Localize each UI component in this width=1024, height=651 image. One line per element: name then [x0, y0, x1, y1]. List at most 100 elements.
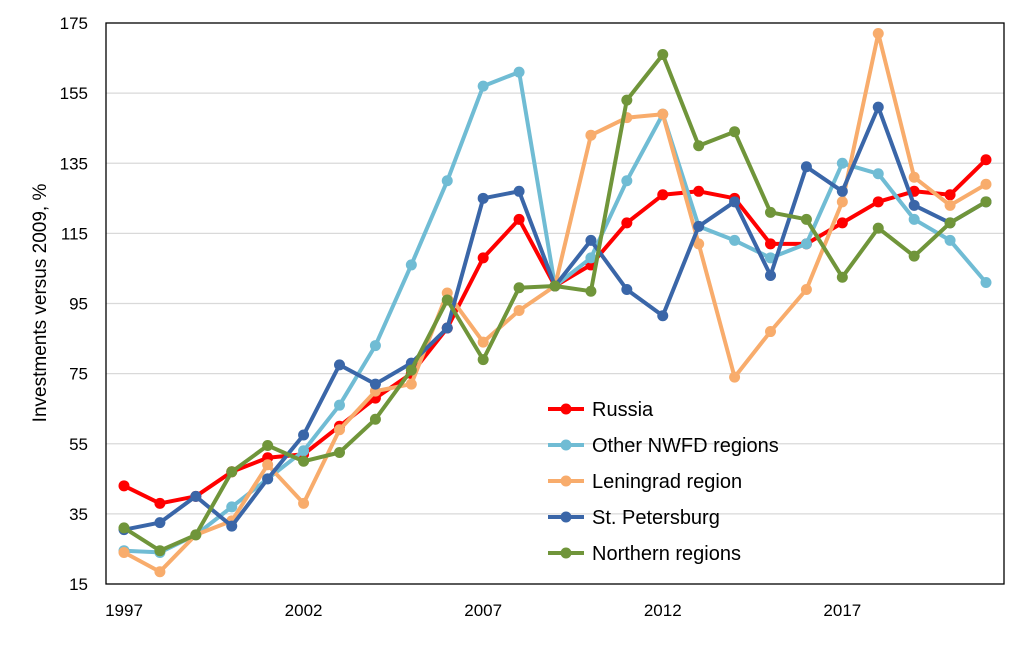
- data-point: [729, 234, 741, 246]
- data-point: [621, 94, 633, 106]
- data-point: [729, 371, 741, 383]
- x-axis-tick-labels: 1997 2002 2007 2012 2017: [105, 601, 861, 620]
- legend-item: Leningrad region: [548, 471, 742, 493]
- data-point: [154, 517, 166, 529]
- data-point: [154, 497, 166, 509]
- data-point: [693, 140, 705, 152]
- data-point: [262, 440, 274, 452]
- data-point: [334, 424, 345, 436]
- legend-label: Other NWFD regions: [592, 435, 779, 457]
- data-point: [477, 354, 489, 366]
- data-point: [980, 154, 992, 166]
- data-point: [585, 129, 597, 141]
- series-other-nwfd-regions: [118, 66, 992, 558]
- data-point: [980, 178, 992, 190]
- x-tick-label: 2017: [823, 601, 861, 620]
- data-point: [836, 196, 848, 208]
- data-point: [765, 238, 776, 250]
- plot-area-frame: [105, 22, 1005, 585]
- series-line: [122, 31, 988, 574]
- data-point: [800, 161, 812, 173]
- data-point: [621, 217, 633, 229]
- legend-swatch-marker: [560, 547, 572, 559]
- data-point: [477, 192, 489, 204]
- series-line: [122, 105, 988, 532]
- data-point: [765, 269, 776, 281]
- legend-item: St. Petersburg: [548, 507, 720, 529]
- data-point: [765, 206, 776, 218]
- data-point: [226, 520, 238, 532]
- data-point: [980, 196, 992, 208]
- data-point: [369, 378, 381, 390]
- series-line: [122, 157, 988, 506]
- data-point: [226, 501, 238, 513]
- legend-swatch-marker: [560, 403, 572, 415]
- data-point: [836, 157, 848, 169]
- data-point: [477, 336, 489, 348]
- y-tick-label: 35: [69, 505, 88, 524]
- data-point: [334, 447, 345, 459]
- data-point: [765, 326, 776, 338]
- data-point: [657, 108, 669, 120]
- data-point: [154, 566, 166, 578]
- data-point: [369, 340, 381, 352]
- data-point: [693, 238, 705, 250]
- data-point: [908, 171, 920, 183]
- data-point: [513, 305, 525, 317]
- data-point: [621, 283, 633, 295]
- data-point: [908, 199, 920, 211]
- data-point: [980, 276, 992, 288]
- data-point: [872, 196, 884, 208]
- data-point: [585, 285, 597, 297]
- data-point: [513, 66, 525, 78]
- legend-swatch-marker: [560, 439, 572, 451]
- y-axis-tick-labels: 15 35 55 75 95 115 135 155 175: [60, 14, 88, 594]
- y-tick-label: 15: [69, 575, 88, 594]
- data-point: [549, 280, 561, 292]
- data-point: [405, 364, 417, 376]
- legend-item: Northern regions: [548, 543, 741, 565]
- data-point: [944, 234, 956, 246]
- data-point: [262, 459, 274, 471]
- data-point: [657, 310, 669, 322]
- data-point: [405, 259, 417, 271]
- data-point: [836, 217, 848, 229]
- series-leningrad-region: [118, 28, 992, 578]
- x-tick-label: 2012: [644, 601, 682, 620]
- data-point: [441, 175, 453, 187]
- data-point: [298, 455, 310, 467]
- y-axis-title: Investments versus 2009, %: [30, 184, 51, 423]
- y-tick-label: 175: [60, 14, 88, 33]
- data-point: [298, 429, 310, 441]
- data-point: [441, 294, 453, 306]
- x-tick-label: 2002: [285, 601, 323, 620]
- gridlines: [106, 92, 1004, 515]
- data-point: [154, 545, 166, 557]
- y-tick-label: 55: [69, 435, 88, 454]
- series-russia: [118, 154, 992, 509]
- legend-label: Northern regions: [592, 543, 741, 565]
- data-point: [585, 234, 597, 246]
- data-point: [944, 199, 956, 211]
- data-point: [908, 213, 920, 225]
- series-northern-regions: [118, 49, 992, 557]
- data-point: [334, 399, 345, 411]
- legend-label: St. Petersburg: [592, 507, 720, 529]
- y-tick-label: 135: [60, 154, 88, 173]
- data-point: [657, 49, 669, 61]
- data-point: [190, 529, 202, 541]
- y-tick-label: 155: [60, 84, 88, 103]
- data-point: [872, 28, 884, 40]
- data-point: [513, 185, 525, 197]
- data-point: [405, 378, 417, 390]
- data-point: [872, 222, 884, 234]
- data-point: [944, 189, 956, 201]
- data-point: [800, 213, 812, 225]
- data-point: [621, 175, 633, 187]
- data-point: [369, 413, 381, 425]
- data-point: [441, 322, 453, 334]
- legend-label: Leningrad region: [592, 471, 742, 493]
- data-point: [908, 250, 920, 262]
